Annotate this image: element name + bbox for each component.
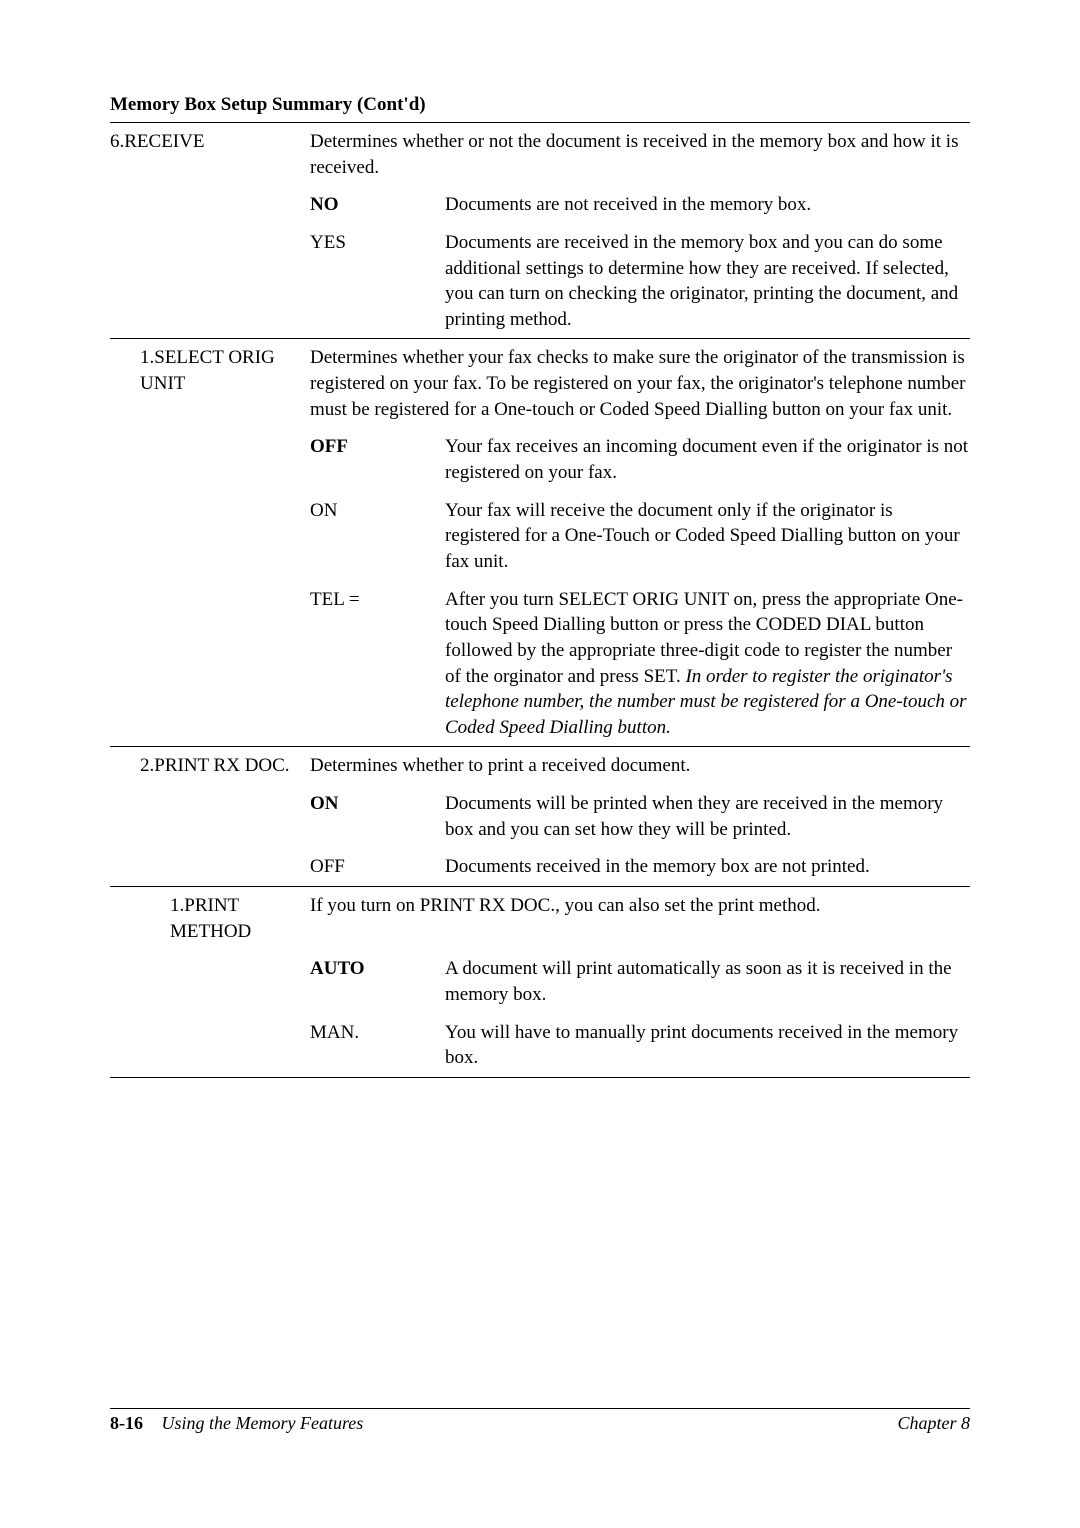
table-row: 6.RECEIVEDetermines whether or not the d… <box>110 123 970 187</box>
row-name: 1.SELECT ORIG UNIT <box>110 339 310 428</box>
table-row: YESDocuments are received in the memory … <box>110 224 970 339</box>
row-name <box>110 848 310 886</box>
table-row: TEL =After you turn SELECT ORIG UNIT on,… <box>110 581 970 747</box>
row-name: 6.RECEIVE <box>110 123 310 187</box>
table-row: ONDocuments will be printed when they ar… <box>110 785 970 848</box>
row-description: Documents received in the memory box are… <box>445 848 970 886</box>
page-number: 8-16 <box>110 1413 143 1433</box>
row-description: If you turn on PRINT RX DOC., you can al… <box>310 887 970 951</box>
section-title: Memory Box Setup Summary (Cont'd) <box>110 94 970 116</box>
row-option: OFF <box>310 428 445 491</box>
row-option: ON <box>310 492 445 581</box>
row-name <box>110 1014 310 1078</box>
page-footer: 8-16 Using the Memory Features Chapter 8 <box>110 1408 970 1434</box>
row-name <box>110 950 310 1013</box>
table-row: OFFDocuments received in the memory box … <box>110 848 970 886</box>
row-description: Your fax receives an incoming document e… <box>445 428 970 491</box>
row-option: ON <box>310 785 445 848</box>
row-name <box>110 581 310 747</box>
row-name: 2.PRINT RX DOC. <box>110 747 310 785</box>
row-description: Your fax will receive the document only … <box>445 492 970 581</box>
table-row: AUTOA document will print automatically … <box>110 950 970 1013</box>
table-row: NODocuments are not received in the memo… <box>110 186 970 224</box>
row-name <box>110 428 310 491</box>
row-description: Documents are not received in the memory… <box>445 186 970 224</box>
footer-section-title: Using the Memory Features <box>162 1413 364 1433</box>
row-option: TEL = <box>310 581 445 747</box>
row-description: You will have to manually print document… <box>445 1014 970 1078</box>
row-option: OFF <box>310 848 445 886</box>
row-description: Determines whether to print a received d… <box>310 747 970 785</box>
row-description: Documents will be printed when they are … <box>445 785 970 848</box>
row-description: After you turn SELECT ORIG UNIT on, pres… <box>445 581 970 747</box>
table-row: MAN.You will have to manually print docu… <box>110 1014 970 1078</box>
row-name: 1.PRINT METHOD <box>110 887 310 951</box>
row-option: AUTO <box>310 950 445 1013</box>
row-option: YES <box>310 224 445 339</box>
row-name <box>110 492 310 581</box>
row-name <box>110 186 310 224</box>
row-description: A document will print automatically as s… <box>445 950 970 1013</box>
table-row: 2.PRINT RX DOC.Determines whether to pri… <box>110 747 970 785</box>
row-description: Documents are received in the memory box… <box>445 224 970 339</box>
row-option: NO <box>310 186 445 224</box>
row-option: MAN. <box>310 1014 445 1078</box>
table-row: 1.SELECT ORIG UNITDetermines whether you… <box>110 339 970 428</box>
table-row: 1.PRINT METHODIf you turn on PRINT RX DO… <box>110 887 970 951</box>
table-row: OFFYour fax receives an incoming documen… <box>110 428 970 491</box>
setup-summary-table: 6.RECEIVEDetermines whether or not the d… <box>110 122 970 1078</box>
row-description: Determines whether or not the document i… <box>310 123 970 187</box>
row-name <box>110 785 310 848</box>
table-row: ONYour fax will receive the document onl… <box>110 492 970 581</box>
row-description: Determines whether your fax checks to ma… <box>310 339 970 428</box>
row-name <box>110 224 310 339</box>
footer-chapter: Chapter 8 <box>897 1413 970 1434</box>
